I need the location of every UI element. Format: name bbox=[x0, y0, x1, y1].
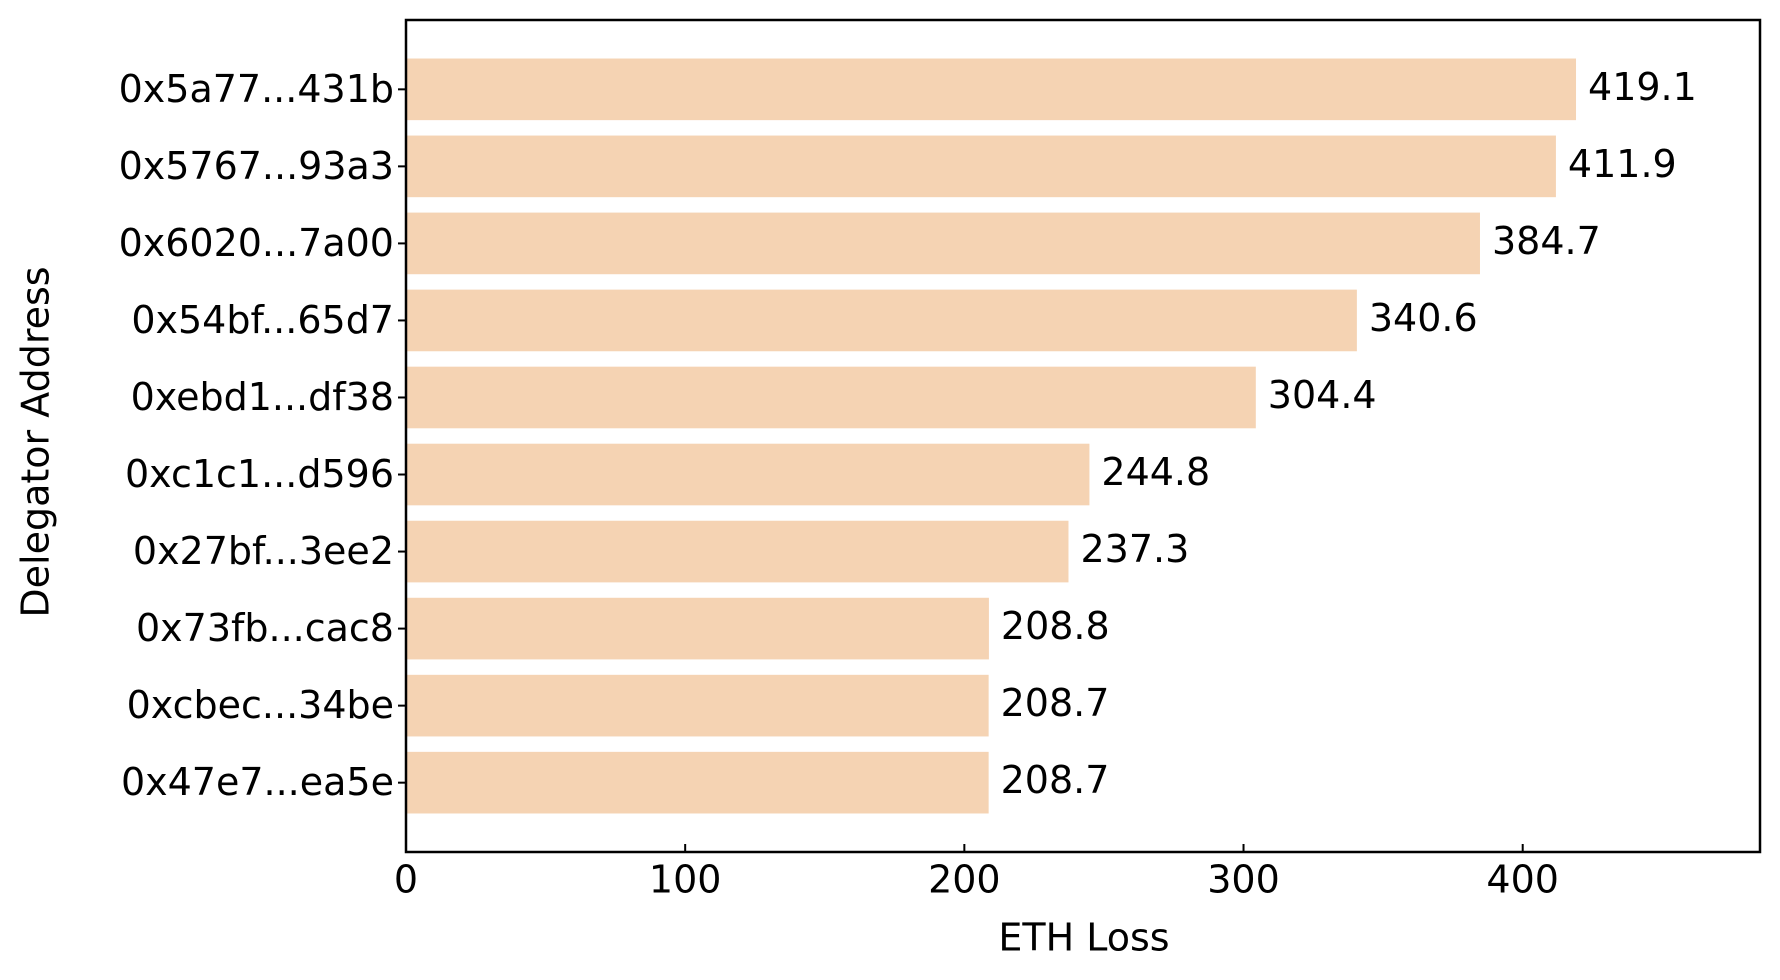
y-tick-label: 0x73fb...cac8 bbox=[136, 606, 394, 650]
y-tick-label: 0xc1c1...d596 bbox=[125, 452, 394, 496]
y-tick-label: 0x47e7...ea5e bbox=[121, 760, 394, 804]
y-tick-label: 0x5767...93a3 bbox=[119, 144, 394, 188]
y-tick-label: 0xebd1...df38 bbox=[131, 375, 394, 419]
bar bbox=[406, 443, 1090, 506]
bar bbox=[406, 597, 989, 660]
y-tick-label: 0xcbec...34be bbox=[127, 683, 394, 727]
x-tick-label: 300 bbox=[1207, 858, 1280, 902]
y-tick-label: 0x27bf...3ee2 bbox=[133, 529, 394, 573]
bar bbox=[406, 58, 1577, 121]
value-label: 237.3 bbox=[1080, 527, 1189, 571]
x-tick-label: 0 bbox=[394, 858, 418, 902]
x-tick-label: 200 bbox=[928, 858, 1001, 902]
value-label: 244.8 bbox=[1101, 450, 1210, 494]
y-axis-label: Delegator Address bbox=[14, 266, 58, 617]
y-tick-label: 0x5a77...431b bbox=[119, 67, 394, 111]
value-label: 411.9 bbox=[1568, 142, 1677, 186]
bar bbox=[406, 289, 1357, 352]
value-label: 208.7 bbox=[1001, 681, 1110, 725]
bar bbox=[406, 751, 989, 814]
bar bbox=[406, 135, 1556, 198]
bar bbox=[406, 674, 989, 737]
bar bbox=[406, 520, 1069, 583]
bar bbox=[406, 366, 1256, 429]
plot-frame bbox=[404, 18, 1762, 854]
value-label: 384.7 bbox=[1492, 219, 1601, 263]
y-tick-label: 0x6020...7a00 bbox=[119, 221, 394, 265]
value-label: 419.1 bbox=[1588, 65, 1697, 109]
y-tick-label: 0x54bf...65d7 bbox=[131, 298, 394, 342]
x-axis-label: ETH Loss bbox=[998, 916, 1169, 960]
value-label: 340.6 bbox=[1369, 296, 1478, 340]
value-label: 208.8 bbox=[1001, 604, 1110, 648]
value-label: 304.4 bbox=[1268, 373, 1377, 417]
x-tick-label: 400 bbox=[1486, 858, 1559, 902]
value-label: 208.7 bbox=[1001, 758, 1110, 802]
x-tick-label: 100 bbox=[649, 858, 722, 902]
bar bbox=[406, 212, 1480, 275]
